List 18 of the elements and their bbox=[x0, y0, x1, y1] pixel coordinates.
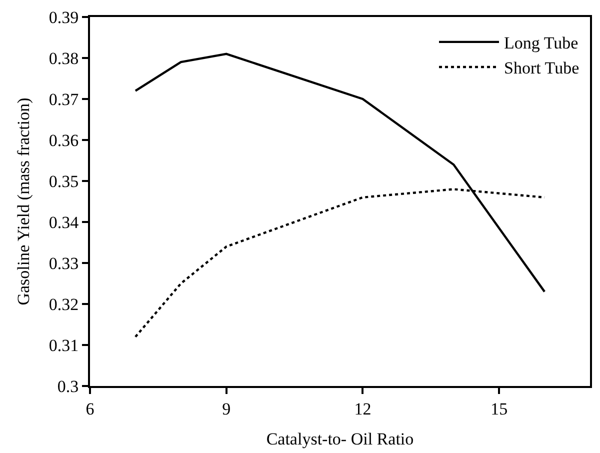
y-tick-label: 0.31 bbox=[48, 336, 79, 355]
y-tick-label: 0.34 bbox=[48, 212, 80, 232]
x-tick-label: 9 bbox=[222, 399, 231, 418]
x-tick-label: 12 bbox=[354, 399, 372, 418]
y-tick-label: 0.33 bbox=[48, 254, 79, 273]
y-tick-label: 0.32 bbox=[48, 294, 79, 314]
y-tick-label: 0.3 bbox=[57, 376, 79, 396]
legend-label: Long Tube bbox=[504, 34, 578, 53]
x-tick-label: 6 bbox=[86, 399, 94, 418]
y-tick-label: 0.38 bbox=[48, 48, 79, 68]
y-axis-title: Gasoline Yield (mass fraction) bbox=[14, 98, 33, 306]
y-tick-label: 0.35 bbox=[48, 172, 79, 191]
y-tick-label: 0.39 bbox=[48, 8, 79, 27]
y-tick-label: 0.36 bbox=[48, 130, 79, 150]
x-tick-label: 15 bbox=[490, 399, 508, 418]
y-tick-label: 0.37 bbox=[48, 90, 80, 109]
legend-label: Short Tube bbox=[504, 58, 580, 78]
x-axis-title: Catalyst-to- Oil Ratio bbox=[266, 429, 414, 448]
